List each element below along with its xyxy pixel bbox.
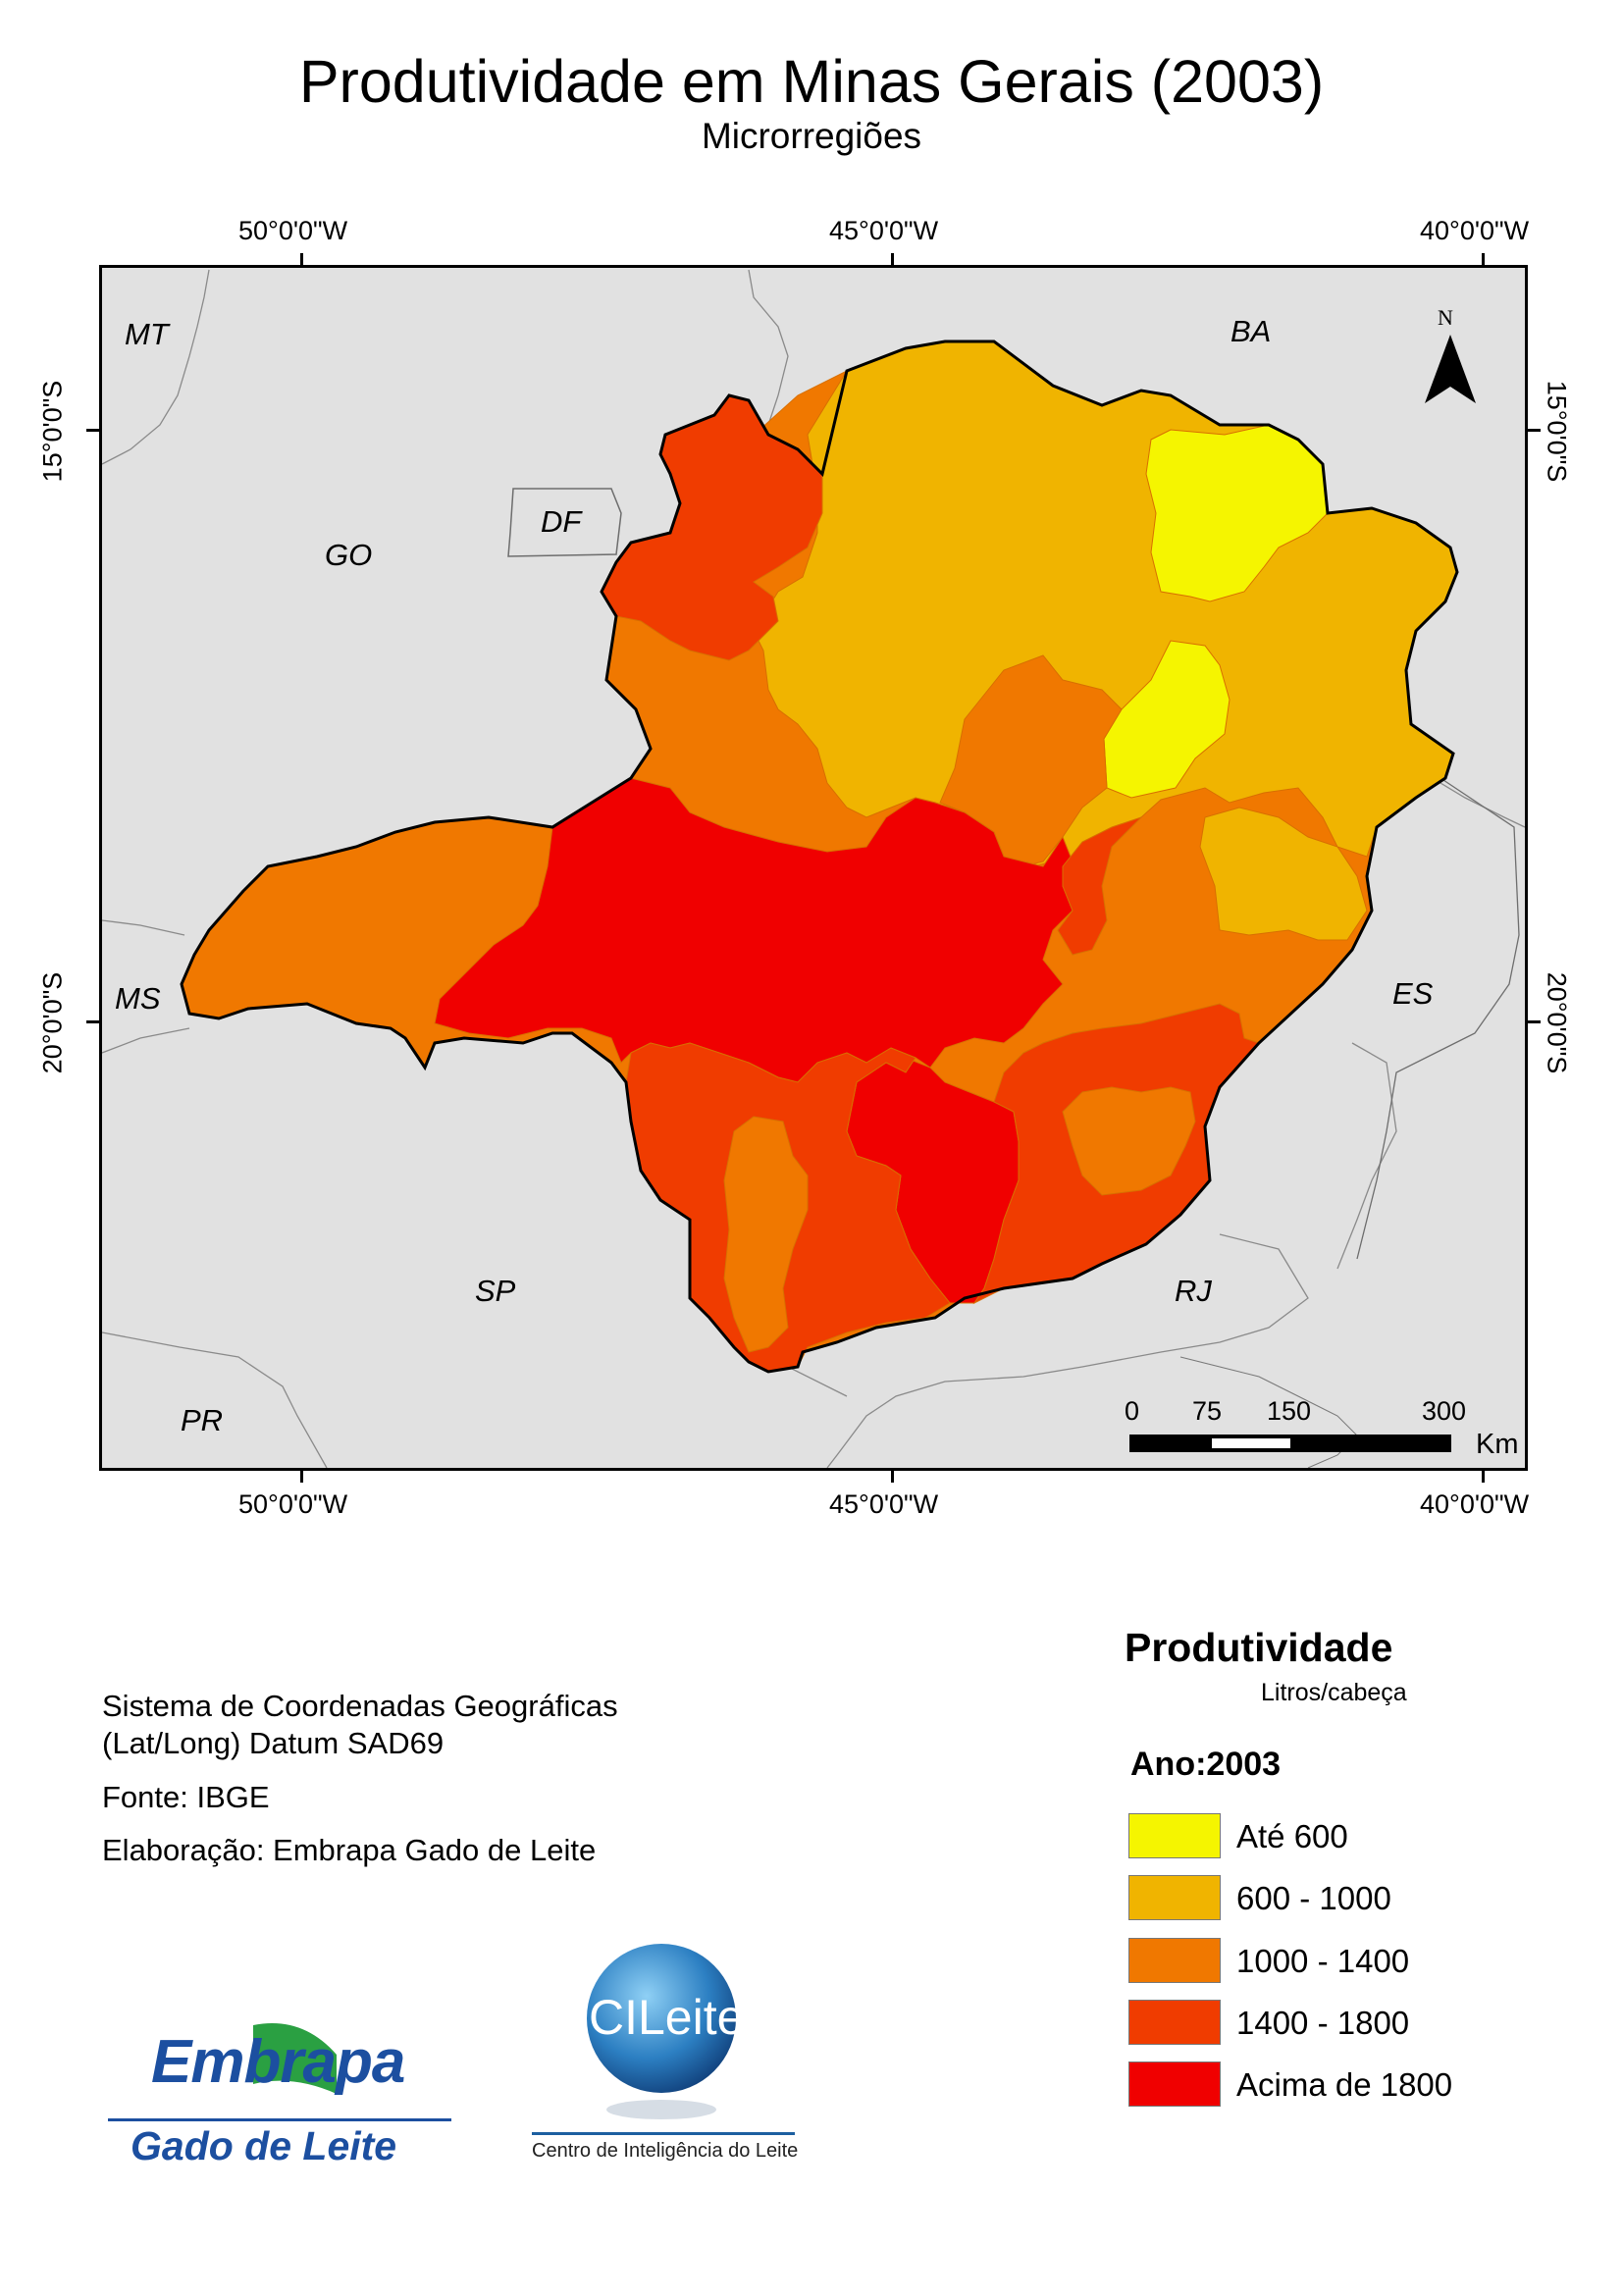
cileite-logo: CILeite Centro de Inteligência do Leite <box>530 1938 805 2173</box>
longitude-top-50w: 50°0'0"W <box>238 216 348 245</box>
tick-left-15s <box>86 429 100 432</box>
state-label-go: GO <box>325 538 373 572</box>
map-subtitle: Microrregiões <box>701 116 922 156</box>
tick-top-50w <box>300 253 303 267</box>
legend-label: Até 600 <box>1236 1818 1348 1854</box>
tick-bottom-50w <box>300 1469 303 1483</box>
longitude-top-45w: 45°0'0"W <box>829 216 939 245</box>
legend-swatch <box>1128 1875 1221 1920</box>
metadata-source: Fonte: IBGE <box>102 1780 270 1814</box>
tick-left-20s <box>86 1020 100 1023</box>
tick-top-45w <box>891 253 894 267</box>
legend-title: Produtividade <box>1125 1625 1393 1670</box>
state-label-sp: SP <box>475 1274 516 1308</box>
state-label-pr: PR <box>181 1403 224 1437</box>
legend-year: Ano:2003 <box>1130 1746 1282 1783</box>
embrapa-logo: Embrapa Gado de Leite <box>106 2015 454 2182</box>
scale-unit: Km <box>1476 1429 1519 1460</box>
legend-label: Acima de 1800 <box>1236 2066 1453 2103</box>
legend-label: 600 - 1000 <box>1236 1880 1391 1916</box>
legend-swatch <box>1128 1813 1221 1858</box>
latitude-left-15s: 15°0'0"S <box>37 380 68 483</box>
legend-swatch <box>1128 1938 1221 1983</box>
tick-top-40w <box>1482 253 1485 267</box>
legend-swatch <box>1128 2000 1221 2045</box>
map-svg <box>102 269 1525 1468</box>
longitude-bottom-45w: 45°0'0"W <box>829 1489 939 1519</box>
state-label-es: ES <box>1392 976 1434 1011</box>
latitude-right-20s: 20°0'0"S <box>1542 971 1572 1074</box>
north-arrow-icon <box>1425 335 1476 403</box>
state-label-df: DF <box>541 504 582 539</box>
legend-unit: Litros/cabeça <box>1261 1679 1407 1706</box>
scale-tick-150: 150 <box>1267 1396 1312 1426</box>
state-label-ms: MS <box>115 981 161 1016</box>
df-outline <box>507 488 622 557</box>
scale-tick-75: 75 <box>1192 1396 1223 1426</box>
scale-bar <box>1129 1435 1451 1452</box>
longitude-bottom-50w: 50°0'0"W <box>238 1489 348 1519</box>
state-label-rj: RJ <box>1175 1274 1212 1308</box>
mg-outline <box>180 339 1459 1374</box>
map-title: Produtividade em Minas Gerais (2003) <box>298 48 1325 115</box>
metadata-line1: Sistema de Coordenadas Geográficas <box>102 1689 618 1723</box>
legend-swatch <box>1128 2061 1221 2107</box>
tick-right-20s <box>1527 1020 1541 1023</box>
metadata-author: Elaboração: Embrapa Gado de Leite <box>102 1833 597 1867</box>
map-frame: MT BA DF GO MS ES SP RJ PR N 0 75 150 30… <box>99 265 1528 1471</box>
tick-right-15s <box>1527 429 1541 432</box>
state-label-ba: BA <box>1230 314 1272 348</box>
state-label-mt: MT <box>125 317 169 351</box>
mg-regions <box>181 340 1458 1373</box>
tick-bottom-40w <box>1482 1469 1485 1483</box>
legend-label: 1400 - 1800 <box>1236 2005 1410 2041</box>
latitude-left-20s: 20°0'0"S <box>37 971 68 1074</box>
scale-tick-300: 300 <box>1422 1396 1467 1426</box>
longitude-bottom-40w: 40°0'0"W <box>1420 1489 1530 1519</box>
tick-bottom-45w <box>891 1469 894 1483</box>
legend-label: 1000 - 1400 <box>1236 1943 1410 1979</box>
latitude-right-15s: 15°0'0"S <box>1542 380 1572 483</box>
scale-tick-0: 0 <box>1125 1396 1140 1426</box>
metadata-line2: (Lat/Long) Datum SAD69 <box>102 1726 445 1760</box>
north-label: N <box>1438 305 1453 330</box>
longitude-top-40w: 40°0'0"W <box>1420 216 1530 245</box>
